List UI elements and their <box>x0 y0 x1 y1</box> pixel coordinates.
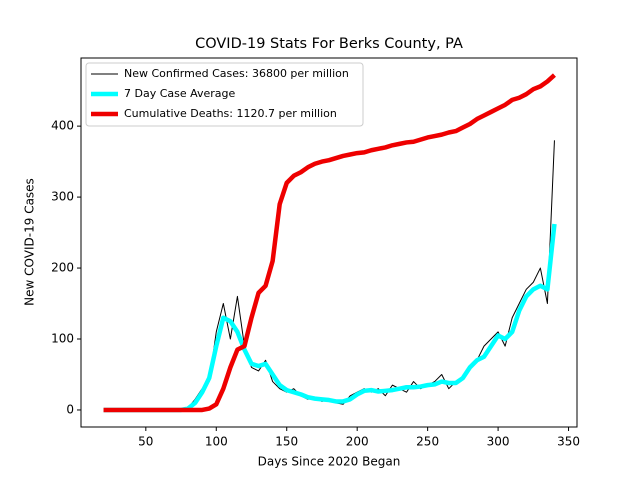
series-line <box>103 73 556 413</box>
x-tick-label: 150 <box>275 435 298 449</box>
legend-label: 7 Day Case Average <box>124 87 236 100</box>
plot-frame <box>80 57 578 428</box>
y-tick-label: 0 <box>66 402 74 416</box>
y-tick-label: 200 <box>51 261 74 275</box>
x-tick-label: 300 <box>487 435 510 449</box>
x-tick-label: 250 <box>416 435 439 449</box>
x-tick-label: 350 <box>557 435 580 449</box>
x-tick-label: 200 <box>346 435 369 449</box>
legend-label: New Confirmed Cases: 36800 per million <box>124 67 349 80</box>
y-tick-label: 300 <box>51 190 74 204</box>
x-tick-label: 100 <box>205 435 228 449</box>
x-axis-label: Days Since 2020 Began <box>258 455 401 469</box>
x-tick-label: 50 <box>138 435 153 449</box>
y-tick-label: 400 <box>51 119 74 133</box>
y-axis-label: New COVID-19 Cases <box>23 178 37 306</box>
legend-box <box>85 62 364 127</box>
legend-label: Cumulative Deaths: 1120.7 per million <box>124 107 337 120</box>
y-tick-label: 100 <box>51 332 74 346</box>
chart-title: COVID-19 Stats For Berks County, PA <box>195 36 463 52</box>
